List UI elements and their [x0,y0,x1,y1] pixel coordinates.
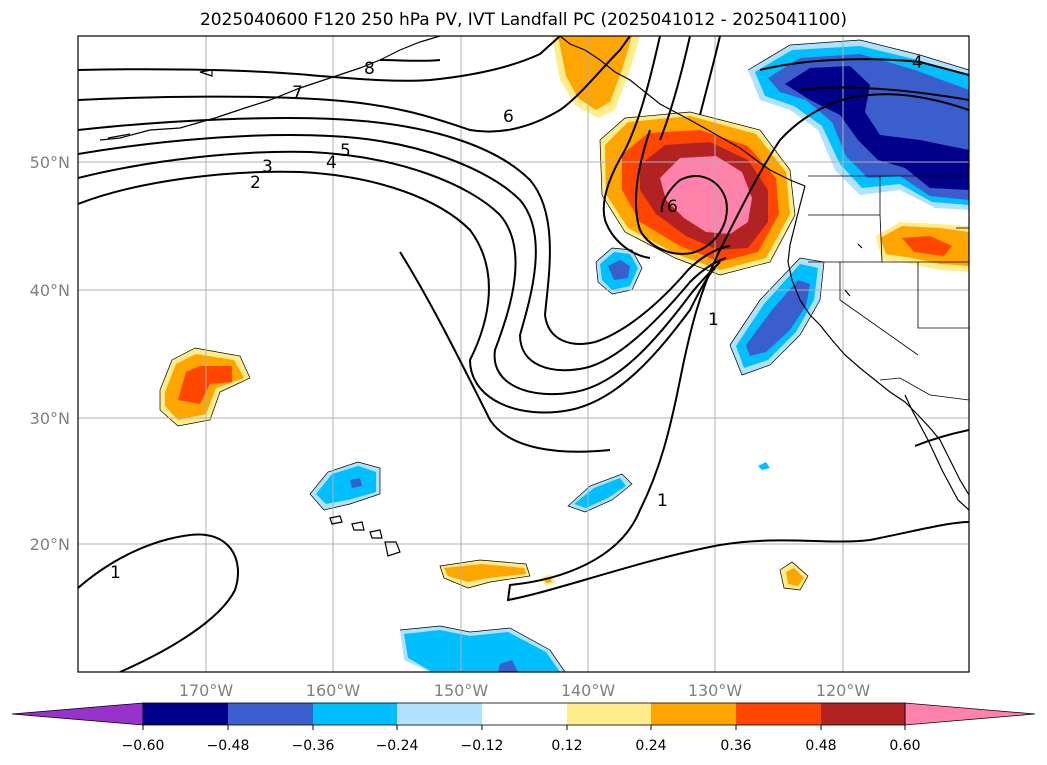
colorbar-extend-left [11,702,144,726]
political-borders [808,175,969,401]
colorbar-tick-9: 0.60 [889,738,920,754]
shade-positive-strip [444,564,526,582]
contour-label-1-ne: 1 [708,310,719,330]
shade-negative-south [574,478,626,508]
shade-negative-ne-navy [785,66,969,190]
shade-negative-bottom [404,630,560,672]
shade-positive-main-pink [660,156,752,234]
lon-label-130w: 130°W [688,681,743,700]
colorbar-bin-2 [228,703,313,725]
lat-label-50n: 50°N [30,153,70,172]
contour-label-4: 4 [326,153,337,173]
shade-positive-west-red [178,366,232,404]
colorbar-bin-9 [821,703,905,725]
contour-label-5: 5 [340,141,351,161]
colorbar-tick-6: 0.24 [635,738,666,754]
shade-positive-east-core [902,236,952,256]
shade-positive-top [558,36,632,110]
colorbar-bin-6 [567,703,651,725]
shade-negative-ca-core [746,280,810,356]
map-frame [77,35,970,673]
colorbar-tick-8: 0.48 [805,738,836,754]
lon-label-160w: 160°W [306,681,361,700]
contour-label-4-ne: 4 [912,53,923,73]
lon-label-170w: 170°W [179,681,234,700]
shade-negative-bottom-core [498,660,518,672]
pv-contours [78,36,969,672]
colorbar-bin-5 [482,703,567,725]
colorbar-tick-5: 0.12 [551,738,582,754]
shade-negative-hawaii-core [350,478,362,488]
contour-label-8: 8 [364,59,375,79]
colorbar-bin-3 [313,703,397,725]
lat-label-30n: 30°N [30,409,70,428]
lon-label-120w: 120°W [816,681,871,700]
lat-label-40n: 40°N [30,281,70,300]
colorbar-tick-3: −0.24 [376,738,419,754]
colorbar-tick-2: −0.36 [292,738,335,754]
lon-label-150w: 150°W [434,681,489,700]
contour-label-2: 2 [250,173,261,193]
contour-label-7: 7 [292,83,303,103]
colorbar: −0.60 −0.48 −0.36 −0.24 −0.12 0.12 0.24 … [11,702,1036,754]
colorbar-extend-right [904,702,1036,726]
shade-negative-tiny [758,462,770,470]
contour-label-1-sw: 1 [110,563,121,583]
contour-label-6-inner: 6 [667,197,678,217]
coastlines [99,36,969,557]
shade-positive-se [786,568,804,586]
colorbar-tick-4: −0.12 [461,738,504,754]
colorbar-bin-4 [397,703,482,725]
contour-label-1-mid: 1 [657,491,668,511]
shade-negative-mid-core [608,260,630,280]
colorbar-tick-1: −0.48 [207,738,250,754]
colorbar-tick-7: 0.36 [720,738,751,754]
map-title: 2025040600 F120 250 hPa PV, IVT Landfall… [199,10,847,30]
shade-negative-hawaii [316,466,376,504]
colorbar-bin-7 [651,703,736,725]
colorbar-border [142,702,906,726]
contour-label-6: 6 [503,107,514,127]
lat-label-20n: 20°N [30,535,70,554]
colorbar-tick-0: −0.60 [122,738,165,754]
colorbar-bin-1 [143,703,228,725]
colorbar-bin-8 [736,703,821,725]
lon-label-140w: 140°W [561,681,616,700]
contour-label-3: 3 [262,157,273,177]
